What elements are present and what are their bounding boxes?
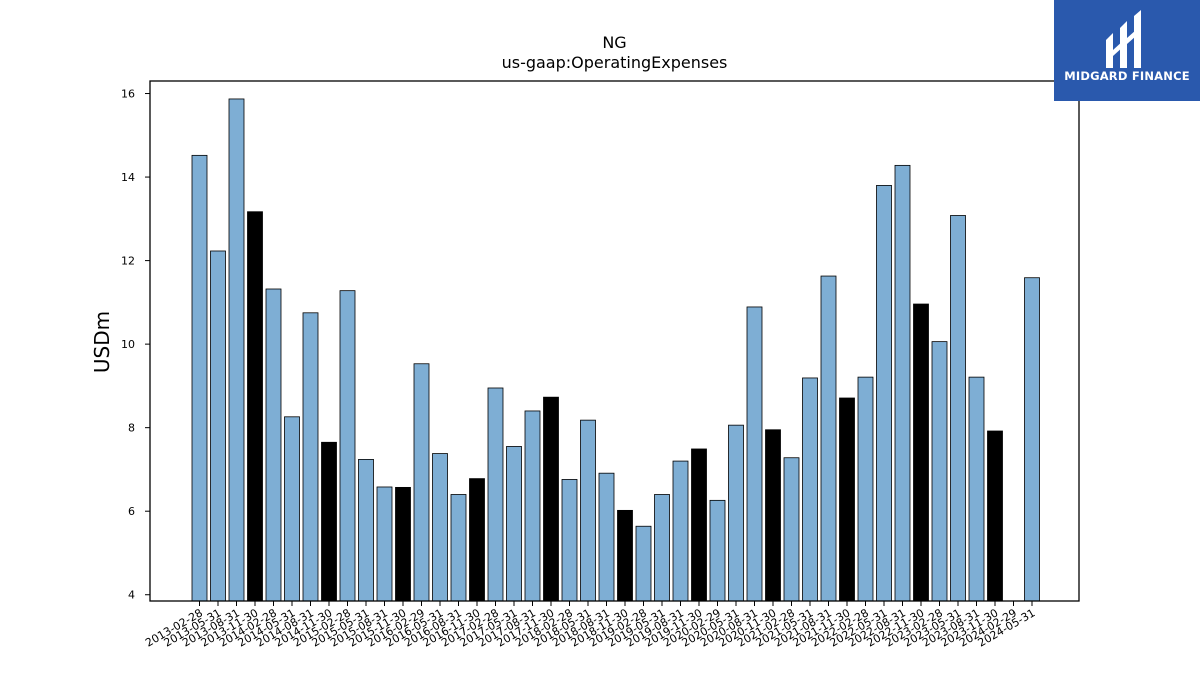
bar-2013-08-31 <box>228 98 245 602</box>
bar-2020-08-31 <box>746 306 763 602</box>
bar-2014-05-31 <box>284 416 300 602</box>
bar-2020-05-31 <box>728 424 744 602</box>
bar-2015-02-28 <box>339 290 356 602</box>
y-tick-label: 14 <box>121 171 135 184</box>
bar-2019-08-31 <box>672 460 689 602</box>
bar-2021-05-31 <box>802 377 818 602</box>
bar-2017-05-31 <box>506 446 522 602</box>
bar-2014-11-30 <box>321 441 337 602</box>
bar-2024-05-31 <box>1024 277 1040 602</box>
bar-2014-02-28 <box>265 288 282 602</box>
bar-2018-05-31 <box>580 419 596 602</box>
bar-2013-02-28 <box>191 154 208 602</box>
plot-frame <box>149 80 1080 602</box>
bar-2016-05-31 <box>432 453 448 602</box>
bar-2019-02-28 <box>635 525 652 602</box>
y-axis-label: USDm <box>90 311 114 373</box>
bar-2020-02-29 <box>709 499 726 602</box>
bar-2021-11-30 <box>839 397 855 602</box>
bar-2018-02-28 <box>561 479 578 602</box>
bar-2022-05-31 <box>876 185 892 602</box>
y-tick-label: 16 <box>121 88 135 101</box>
bar-2023-02-28 <box>931 341 948 602</box>
bar-2016-02-29 <box>413 363 430 602</box>
bar-2016-08-31 <box>450 494 467 602</box>
bar-2017-11-30 <box>543 396 559 602</box>
logo: MIDGARD FINANCE <box>1054 0 1200 101</box>
logo-text: MIDGARD FINANCE <box>1064 69 1190 83</box>
bar-2017-02-28 <box>487 387 504 602</box>
logo-mark-icon <box>1054 0 1200 101</box>
bar-2022-02-28 <box>857 376 874 602</box>
bar-2013-11-30 <box>247 211 263 602</box>
y-tick-label: 8 <box>128 422 135 435</box>
bar-2023-11-30 <box>987 430 1003 602</box>
y-tick-label: 6 <box>128 505 135 518</box>
bar-2013-05-31 <box>210 250 226 602</box>
bar-2022-11-30 <box>913 303 929 602</box>
bar-2017-08-31 <box>524 410 541 602</box>
bar-2018-11-30 <box>617 509 633 602</box>
bar-2016-11-30 <box>469 478 485 602</box>
bar-2015-08-31 <box>376 486 393 602</box>
bars-group <box>191 98 1040 602</box>
bar-2018-08-31 <box>598 472 615 602</box>
chart-subtitle: us-gaap:OperatingExpenses <box>502 53 728 72</box>
bar-2015-05-31 <box>358 459 374 602</box>
bar-2021-08-31 <box>820 275 837 602</box>
y-axis: 4 6 8 10 12 14 16 <box>121 88 150 602</box>
bar-2019-05-31 <box>654 494 670 602</box>
bar-2021-02-28 <box>783 457 800 602</box>
y-tick-label: 10 <box>121 338 135 351</box>
bar-2023-08-31 <box>968 376 985 602</box>
bar-2015-11-30 <box>395 486 411 602</box>
bar-2022-08-31 <box>894 164 911 602</box>
y-tick-label: 4 <box>128 589 135 602</box>
bar-2019-11-30 <box>691 448 707 602</box>
bar-2020-11-30 <box>765 429 781 602</box>
y-tick-label: 12 <box>121 255 135 268</box>
x-axis: 2013-02-282013-05-312013-08-312013-11-30… <box>143 601 1038 650</box>
bar-2023-05-31 <box>950 215 966 602</box>
chart-title: NG <box>602 33 626 52</box>
bar-2014-08-31 <box>302 312 319 602</box>
